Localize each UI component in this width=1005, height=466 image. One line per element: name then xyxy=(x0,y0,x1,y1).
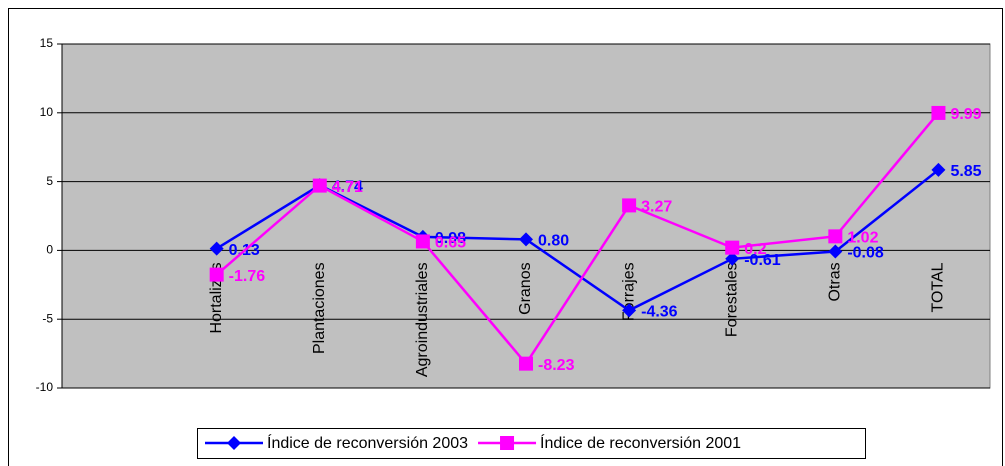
legend-marker xyxy=(500,436,515,450)
data-point xyxy=(828,244,843,259)
y-tick-label: 10 xyxy=(40,105,54,119)
y-tick-label: 15 xyxy=(40,36,54,50)
data-label: 0.98 xyxy=(435,230,466,247)
legend-marker xyxy=(227,436,241,450)
legend-label: Índice de reconversión 2001 xyxy=(540,433,741,452)
data-point xyxy=(415,234,430,249)
x-tick-label: Agroindustriales xyxy=(414,262,431,377)
data-label: -1.76 xyxy=(229,268,266,285)
data-label: -8.23 xyxy=(538,357,575,374)
data-label: 1.02 xyxy=(847,230,878,247)
data-point xyxy=(725,240,740,255)
data-label: -4.36 xyxy=(641,304,678,321)
x-tick-label: Forestales xyxy=(723,262,740,337)
data-label: 0.2 xyxy=(744,241,766,258)
data-label: 0.80 xyxy=(538,233,569,250)
data-label: 4.71 xyxy=(332,179,363,196)
data-point xyxy=(519,356,533,371)
data-label: -0.08 xyxy=(847,245,884,262)
data-point xyxy=(622,198,637,213)
data-point xyxy=(209,267,224,282)
data-point xyxy=(622,303,637,318)
x-tick-label: Otras xyxy=(827,262,844,301)
data-label: 9.99 xyxy=(950,106,981,123)
data-point xyxy=(828,229,843,244)
plot-area xyxy=(61,43,991,389)
data-label: 0.65 xyxy=(435,235,466,252)
x-tick-label: Granos xyxy=(517,262,534,314)
data-label: 3.27 xyxy=(641,199,672,216)
data-label: 5.85 xyxy=(950,163,981,180)
legend: Índice de reconversión 2003 Índice de rec… xyxy=(197,428,866,459)
data-point xyxy=(209,241,224,256)
y-tick-label: 5 xyxy=(46,174,53,188)
data-point xyxy=(312,178,327,193)
data-label: -0.61 xyxy=(744,252,781,269)
series-line xyxy=(215,112,940,366)
y-tick-label: 0 xyxy=(46,243,53,257)
data-point xyxy=(519,232,533,247)
legend-label: Índice de reconversión 2003 xyxy=(267,433,468,452)
data-point xyxy=(931,162,946,177)
data-point xyxy=(931,105,946,120)
data-label: 4.74 xyxy=(332,178,363,195)
y-tick-label: -10 xyxy=(36,380,54,394)
x-tick-label: Plantaciones xyxy=(311,262,328,354)
y-tick-label: -5 xyxy=(42,311,53,325)
data-point xyxy=(725,251,740,266)
x-tick-label: TOTAL xyxy=(930,262,947,312)
